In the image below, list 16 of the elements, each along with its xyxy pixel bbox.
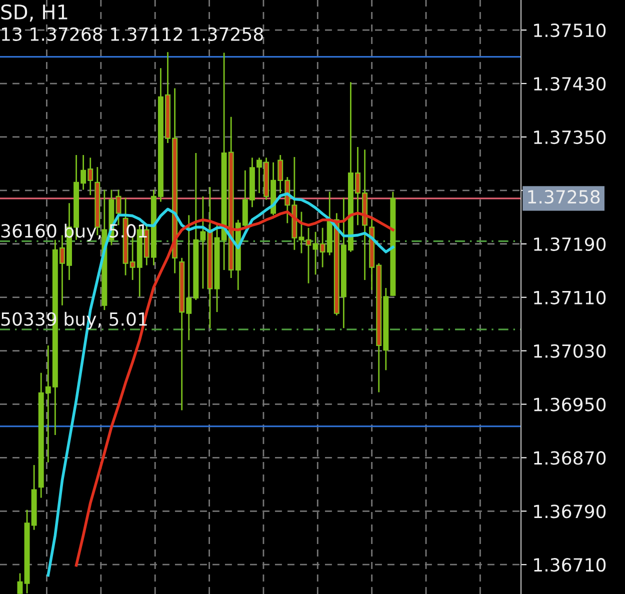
y-tick-label: 1.36790 bbox=[534, 504, 606, 518]
ref-line-label: 1.37258 bbox=[528, 190, 600, 204]
y-tick-label: 1.37030 bbox=[534, 344, 606, 358]
candlestick bbox=[306, 227, 312, 284]
y-tick-label: 1.36710 bbox=[534, 558, 606, 572]
y-tick-label: 1.37350 bbox=[534, 130, 606, 144]
y-tick-label: 1.36870 bbox=[534, 451, 606, 465]
y-tick-label: 1.37190 bbox=[534, 237, 606, 251]
candlestick bbox=[17, 572, 23, 594]
candlestick bbox=[116, 189, 122, 226]
y-tick-label: 1.37510 bbox=[534, 24, 606, 38]
text: 13 1.37268 1.37112 1.37258 bbox=[2, 27, 263, 41]
y-tick-label: 1.37110 bbox=[534, 290, 606, 304]
chart-title: SD, H1 bbox=[1, 4, 68, 22]
y-tick-label: 1.37430 bbox=[534, 76, 606, 91]
y-tick-label: 1.36950 bbox=[534, 398, 606, 412]
